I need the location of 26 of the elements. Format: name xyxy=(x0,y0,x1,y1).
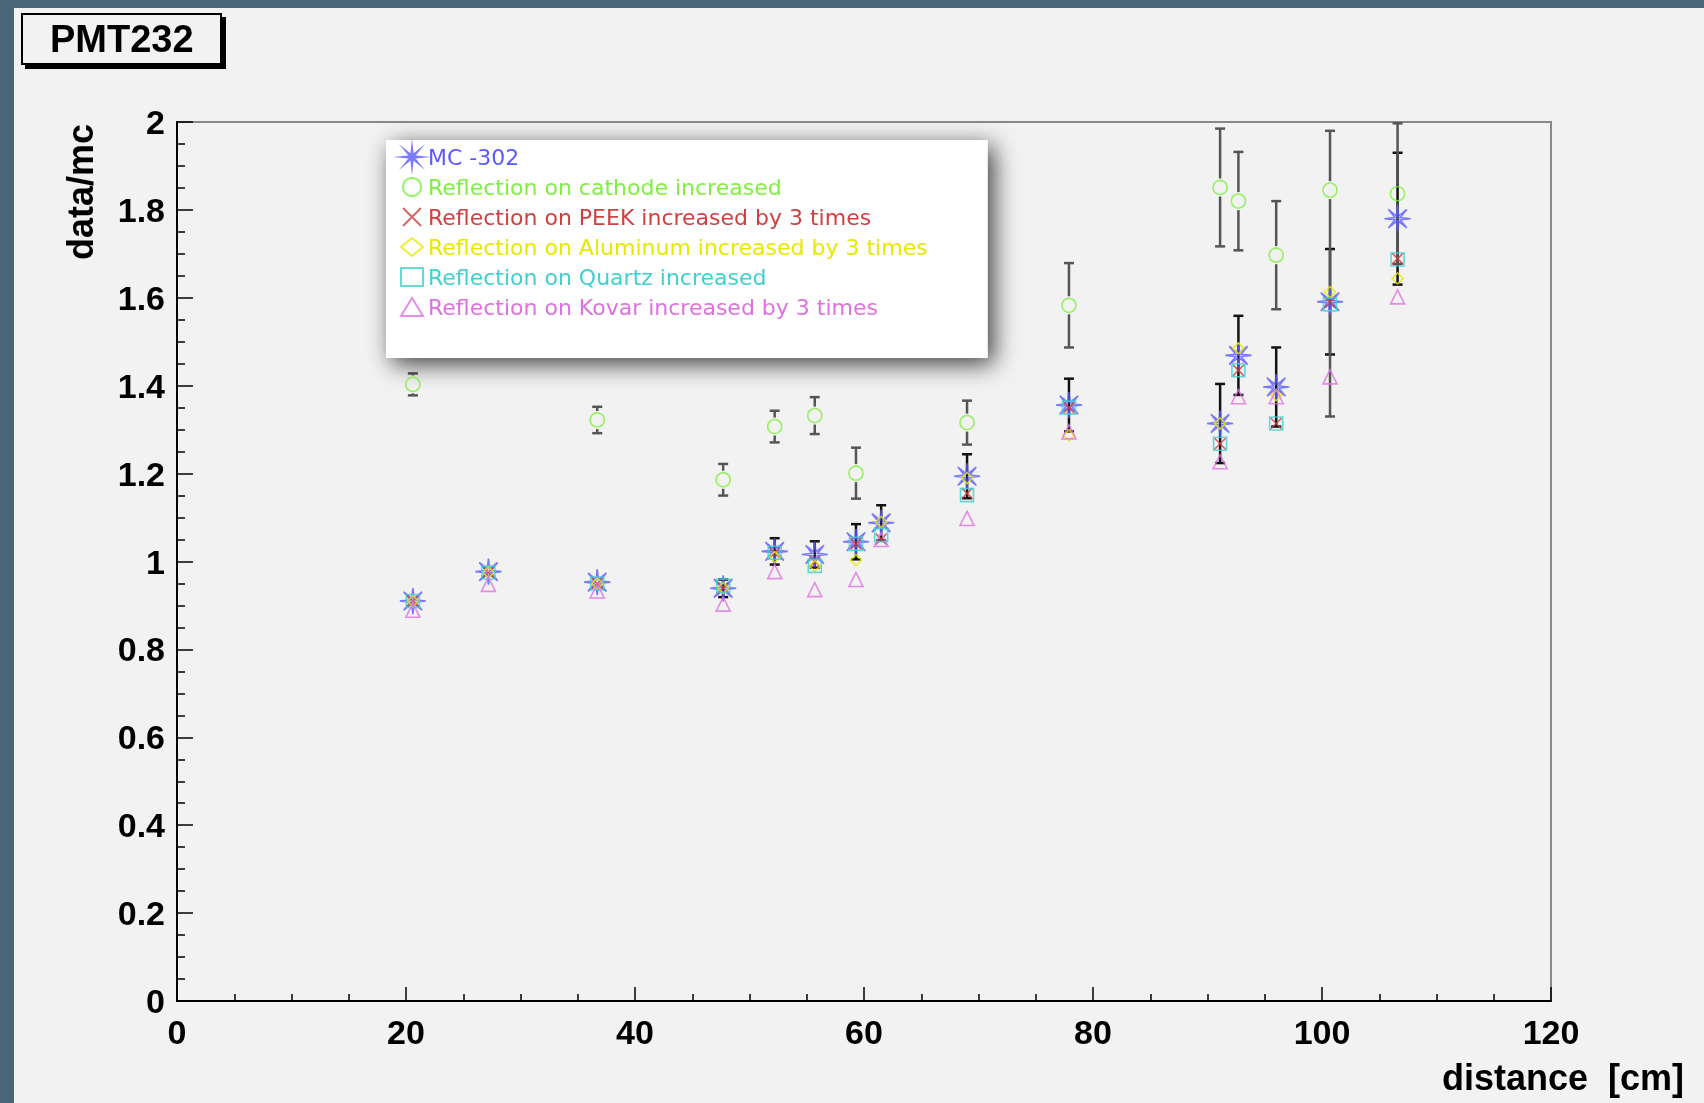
legend-label: Reflection on cathode increased xyxy=(428,174,782,200)
y-axis-title: data/mc xyxy=(59,123,101,261)
y-tick-label: 0.2 xyxy=(117,894,165,933)
x-tick-label: 100 xyxy=(1293,1013,1351,1051)
x-tick-label: 60 xyxy=(845,1013,883,1051)
y-tick-label: 2 xyxy=(146,103,165,141)
x-tick-label: 40 xyxy=(616,1013,654,1051)
x-tick-label: 120 xyxy=(1522,1013,1580,1051)
y-tick-label: 1.8 xyxy=(117,190,165,229)
y-tick-label: 0 xyxy=(146,982,165,1020)
legend-label: Reflection on Kovar increased by 3 times xyxy=(428,294,879,320)
y-tick-label: 1.4 xyxy=(117,366,166,405)
y-tick-label: 1.2 xyxy=(117,454,165,493)
y-tick-label: 1 xyxy=(146,542,165,581)
legend-label: Reflection on Aluminum increased by 3 times xyxy=(428,234,928,260)
y-tick-label: 0.6 xyxy=(117,718,165,757)
chart-title: PMT232 xyxy=(50,18,194,60)
y-tick-label: 0.4 xyxy=(117,806,166,845)
y-tick-label: 1.6 xyxy=(117,278,165,317)
x-tick-label: 80 xyxy=(1074,1013,1112,1051)
x-axis-title: distance [cm] xyxy=(1441,1056,1685,1098)
y-tick-label: 0.8 xyxy=(117,630,165,669)
legend-label: Reflection on PEEK increased by 3 times xyxy=(428,204,872,230)
legend-label: MC -302 xyxy=(428,144,520,170)
x-tick-label: 20 xyxy=(387,1013,425,1051)
legend-label: Reflection on Quartz increased xyxy=(428,264,767,290)
